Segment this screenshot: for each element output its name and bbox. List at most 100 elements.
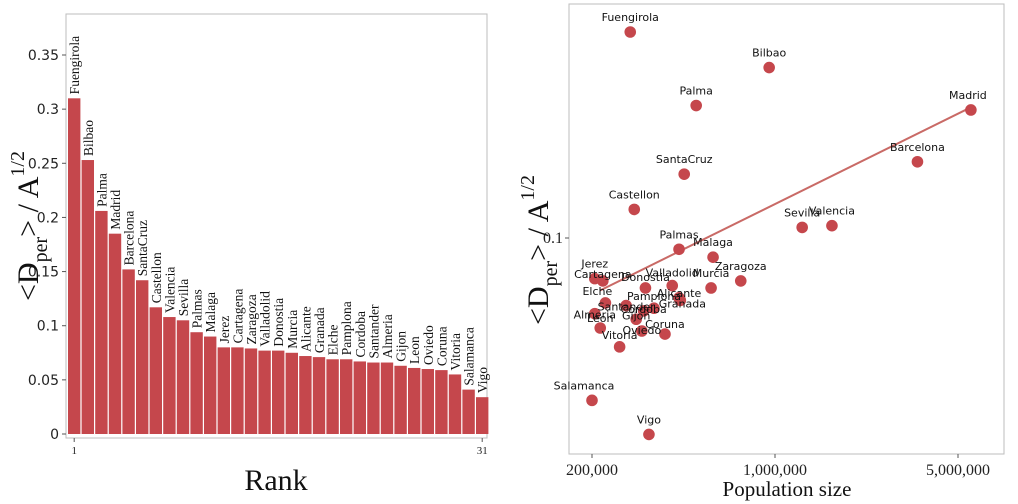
bar-granada (312, 357, 326, 434)
bar-castellon (149, 307, 162, 434)
bar-label-vigo: Vigo (475, 367, 490, 393)
scatter-chart-panel: 200,000 1,000,000 5,000,000 0.1 Fuengirola B… (517, 3, 1005, 501)
bar-coruna (435, 370, 448, 434)
scatter-label-pamplona: Pamplona (627, 290, 681, 303)
bar-cordoba (353, 361, 366, 434)
bar-label-malaga: Malaga (203, 292, 218, 332)
bar-salamanca (462, 389, 475, 434)
bar-label-murcia: Murcia (285, 310, 300, 349)
scatter-x-tick-label: 1,000,000 (743, 462, 807, 479)
scatter-label-zaragoza: Zaragoza (715, 260, 767, 273)
bar-x-axis: 1 31 (71, 438, 488, 457)
bar-label-gijon: Gijon (394, 331, 409, 362)
scatter-point-granada (674, 294, 687, 307)
scatter-point-barcelona (911, 155, 924, 168)
scatter-point-murcia (705, 282, 717, 294)
scatter-label-valencia: Valencia (809, 205, 855, 218)
scatter-label-coruna: Coruna (645, 318, 685, 331)
scatter-point-sevilla (796, 221, 808, 234)
bar-label-castellon: Castellon (149, 252, 164, 303)
bar-label-elche: Elche (326, 325, 341, 356)
bar-ylabel-rest: > / A (12, 176, 45, 237)
bar-y-axis-title: <Dper> / A1/2 (7, 151, 52, 301)
bar-leon (408, 367, 421, 434)
bar-sevilla (176, 320, 190, 434)
scatter-label-castellon: Castellon (609, 188, 660, 201)
bar-label-cordoba: Cordoba (353, 311, 368, 358)
bar-madrid (108, 233, 122, 434)
scatter-point-fuengirola (624, 26, 637, 38)
bar-zaragoza (244, 348, 258, 434)
scatter-ylabel-sup: 1/2 (517, 175, 539, 201)
bar-label-vitoria: Vitoria (448, 333, 463, 370)
bar-ylabel-main: <D (12, 262, 45, 301)
scatter-label-vitoria: Vitoria (602, 329, 638, 342)
scatter-label-madrid: Madrid (949, 89, 987, 102)
bar-label-barcelona: Barcelona (122, 211, 137, 266)
scatter-label-bilbao: Bilbao (752, 47, 786, 60)
scatter-points (586, 26, 977, 441)
bar-pamplona (340, 359, 353, 434)
scatter-point-palmas (673, 243, 685, 256)
scatter-point-cordoba (637, 305, 650, 317)
bar-murcia (285, 352, 298, 434)
scatter-label-elche: Elche (582, 285, 612, 298)
scatter-label-alicante: Alicante (657, 287, 702, 300)
bar-label-jerez: Jerez (217, 316, 232, 344)
bar-x-axis-title: Rank (244, 464, 307, 497)
bar-y-tick-label: 0.05 (28, 373, 59, 389)
scatter-point-palma (690, 99, 702, 112)
scatter-y-tick-label: 0.1 (543, 230, 563, 247)
bar-label-pamplona: Pamplona (339, 301, 354, 355)
scatter-label-fuengirola: Fuengirola (602, 11, 659, 24)
bar-fuengirola (68, 98, 81, 435)
bar-y-tick-label: 0.25 (28, 156, 59, 172)
scatter-point-vitoria (613, 341, 626, 353)
bar-chart-panel: FuengirolaBilbaoPalmaMadridBarcelonaSant… (7, 13, 490, 497)
scatter-label-vigo: Vigo (637, 413, 661, 426)
bar-palmas (190, 332, 203, 434)
bar-cartagena (231, 347, 244, 434)
bar-label-santander: Santander (366, 304, 381, 358)
scatter-label-sevilla: Sevilla (784, 206, 820, 219)
scatter-label-santander: Santander (598, 301, 655, 314)
bar-gijon (394, 365, 407, 434)
bar-barcelona (122, 269, 135, 434)
scatter-axes: 200,000 1,000,000 5,000,000 0.1 (543, 230, 990, 479)
bar-almeria (380, 362, 394, 434)
bar-x-tick-label: 31 (477, 445, 488, 457)
scatter-point-bilbao (763, 61, 775, 74)
bar-santacruz (136, 280, 149, 434)
scatter-point-donostia (639, 282, 652, 294)
bar-label-valencia: Valencia (162, 267, 177, 313)
scatter-label-murcia: Murcia (693, 267, 730, 280)
bar-y-tick-label: 0.2 (37, 210, 59, 226)
bar-oviedo (421, 369, 434, 434)
bar-palma (95, 210, 108, 434)
scatter-point-valencia (826, 219, 838, 232)
scatter-point-valladolid (666, 279, 679, 292)
bar-label-fuengirola: Fuengirola (67, 36, 82, 95)
scatter-label-granada: Granada (659, 297, 706, 310)
svg-text:<Dper> / A1/2: <Dper> / A1/2 (7, 151, 52, 301)
scatter-point-elche (599, 297, 612, 309)
scatter-x-axis-title: Population size (723, 477, 852, 501)
bar-label-palmas: Palmas (190, 289, 205, 328)
bar-y-tick-label: 0.35 (28, 48, 59, 64)
bar-y-tick-label: 0.1 (37, 319, 59, 335)
scatter-point-coruna (659, 328, 671, 340)
bar-ylabel-sub: per (30, 237, 52, 263)
scatter-point-gijon (630, 313, 642, 326)
scatter-point-madrid (965, 104, 977, 116)
bar-y-tick-label: 0 (50, 427, 59, 443)
bar-vitoria (448, 374, 462, 434)
scatter-point-labels: Fuengirola Bilbao Palma Madrid Barcelona Sant… (554, 11, 987, 426)
scatter-ylabel-main: <D (522, 286, 555, 325)
scatter-label-salamanca: Salamanca (554, 379, 615, 392)
scatter-ylabel-rest: > / A (522, 200, 555, 261)
bar-y-tick-label: 0.3 (37, 102, 59, 118)
bar-valencia (163, 317, 176, 434)
scatter-point-vigo (643, 428, 655, 441)
scatter-label-jerez: Jerez (580, 258, 608, 271)
